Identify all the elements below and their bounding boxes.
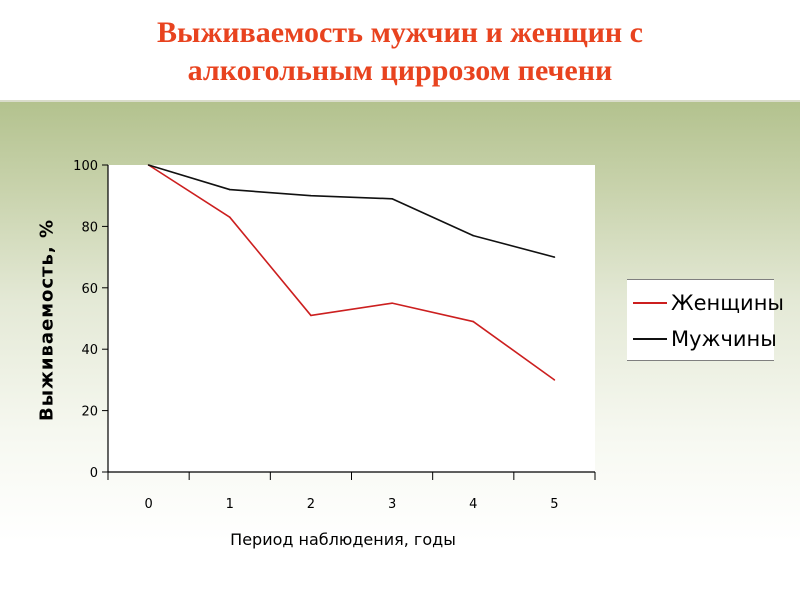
legend-item-men: Мужчины	[627, 324, 777, 354]
slide-title-line-2: алкогольным циррозом печени	[187, 54, 613, 87]
data-point-men	[228, 188, 231, 191]
y-tick-label: 60	[81, 282, 98, 297]
x-axis-label: Период наблюдения, годы	[0, 530, 800, 549]
x-tick-label: 5	[550, 497, 558, 512]
data-point-men	[472, 234, 475, 237]
y-tick-label: 20	[81, 405, 98, 420]
y-tick-label: 0	[90, 466, 98, 481]
x-axis-label-text: Период наблюдения, годы	[230, 530, 456, 549]
legend-swatch-men	[633, 338, 667, 340]
y-tick-label: 40	[81, 343, 98, 358]
slide-title: Выживаемость мужчин и женщин с алкогольн…	[0, 14, 800, 90]
plot-area	[108, 165, 595, 472]
data-point-women	[391, 302, 393, 304]
data-point-men	[147, 164, 150, 166]
slide-title-line-1: Выживаемость мужчин и женщин с	[157, 16, 643, 49]
legend-label-women: Женщины	[671, 291, 785, 315]
data-point-women	[310, 314, 312, 317]
legend-label-men: Мужчины	[671, 327, 777, 351]
legend: Женщины Мужчины	[627, 279, 784, 361]
data-point-women	[553, 379, 556, 381]
y-tick-label: 80	[81, 220, 98, 235]
data-point-men	[310, 194, 312, 197]
data-point-women	[228, 216, 231, 218]
x-tick-label: 4	[469, 497, 477, 512]
data-point-women	[472, 320, 475, 323]
series-line-women	[148, 164, 555, 381]
data-point-men	[553, 256, 556, 258]
legend-item-women: Женщины	[627, 288, 784, 318]
series-line-men	[148, 164, 555, 258]
data-point-men	[391, 197, 393, 200]
x-tick-label: 2	[307, 497, 315, 512]
y-axis-label: Выживаемость, %	[36, 219, 58, 421]
legend-swatch-women	[633, 302, 667, 304]
x-tick-label: 1	[226, 497, 234, 512]
y-tick-label: 100	[73, 159, 98, 174]
x-tick-label: 0	[144, 497, 152, 512]
x-tick-label: 3	[388, 497, 396, 512]
title-divider	[0, 100, 800, 102]
